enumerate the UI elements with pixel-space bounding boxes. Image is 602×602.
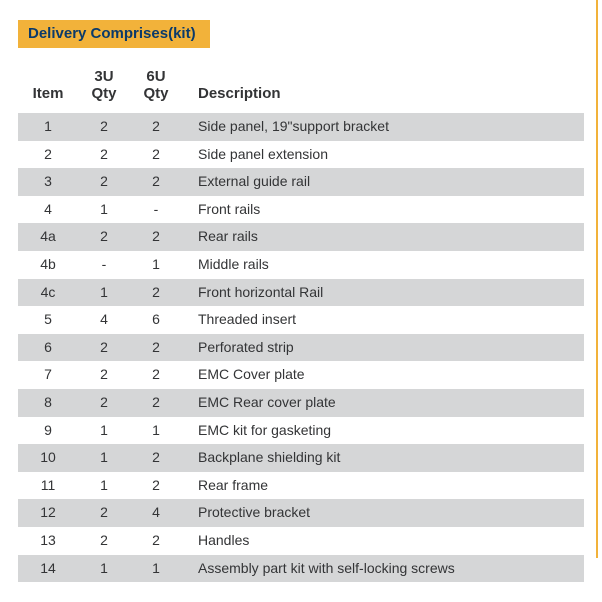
col-header-desc: Description xyxy=(182,62,584,111)
table-row: 1012Backplane shielding kit xyxy=(18,444,584,472)
cell-3u: 2 xyxy=(78,361,130,389)
col-header-item: Item xyxy=(18,62,78,111)
table-row: 622Perforated strip xyxy=(18,334,584,362)
cell-6u: 2 xyxy=(130,361,182,389)
delivery-table: Item 3UQty 6UQty Description 122Side pan… xyxy=(18,62,584,582)
cell-6u: 2 xyxy=(130,389,182,417)
cell-item: 12 xyxy=(18,499,78,527)
cell-3u: 2 xyxy=(78,168,130,196)
table-row: 4a22Rear rails xyxy=(18,223,584,251)
cell-3u: - xyxy=(78,251,130,279)
table-row: 122Side panel, 19"support bracket xyxy=(18,113,584,141)
cell-item: 4 xyxy=(18,196,78,224)
table-row: 911EMC kit for gasketing xyxy=(18,417,584,445)
section-title: Delivery Comprises(kit) xyxy=(28,25,196,42)
cell-item: 4b xyxy=(18,251,78,279)
cell-6u: 2 xyxy=(130,168,182,196)
table-row: 722EMC Cover plate xyxy=(18,361,584,389)
cell-desc: EMC Rear cover plate xyxy=(182,389,584,417)
cell-3u: 1 xyxy=(78,472,130,500)
table-row: 4c12Front horizontal Rail xyxy=(18,279,584,307)
cell-3u: 2 xyxy=(78,389,130,417)
cell-desc: Backplane shielding kit xyxy=(182,444,584,472)
cell-3u: 4 xyxy=(78,306,130,334)
cell-item: 1 xyxy=(18,113,78,141)
table-row: 822EMC Rear cover plate xyxy=(18,389,584,417)
cell-6u: - xyxy=(130,196,182,224)
table-row: 1322Handles xyxy=(18,527,584,555)
cell-item: 6 xyxy=(18,334,78,362)
table-row: 322External guide rail xyxy=(18,168,584,196)
cell-item: 9 xyxy=(18,417,78,445)
cell-item: 13 xyxy=(18,527,78,555)
cell-item: 8 xyxy=(18,389,78,417)
table-row: 1224Protective bracket xyxy=(18,499,584,527)
col-header-6u: 6UQty xyxy=(130,62,182,111)
table-row: 4b-1Middle rails xyxy=(18,251,584,279)
cell-6u: 2 xyxy=(130,444,182,472)
section-title-chip: Delivery Comprises(kit) xyxy=(18,20,210,48)
cell-6u: 2 xyxy=(130,223,182,251)
cell-6u: 1 xyxy=(130,417,182,445)
cell-3u: 2 xyxy=(78,499,130,527)
table-row: 222Side panel extension xyxy=(18,141,584,169)
cell-item: 11 xyxy=(18,472,78,500)
cell-desc: EMC kit for gasketing xyxy=(182,417,584,445)
table-row: 1112Rear frame xyxy=(18,472,584,500)
cell-3u: 1 xyxy=(78,417,130,445)
cell-desc: Middle rails xyxy=(182,251,584,279)
cell-desc: Side panel, 19"support bracket xyxy=(182,113,584,141)
cell-3u: 2 xyxy=(78,113,130,141)
cell-3u: 1 xyxy=(78,196,130,224)
cell-desc: Front horizontal Rail xyxy=(182,279,584,307)
col-header-3u: 3UQty xyxy=(78,62,130,111)
cell-3u: 2 xyxy=(78,527,130,555)
cell-3u: 1 xyxy=(78,279,130,307)
cell-desc: Threaded insert xyxy=(182,306,584,334)
cell-6u: 1 xyxy=(130,555,182,583)
cell-desc: Protective bracket xyxy=(182,499,584,527)
cell-6u: 2 xyxy=(130,527,182,555)
table-body: 122Side panel, 19"support bracket222Side… xyxy=(18,113,584,582)
cell-3u: 2 xyxy=(78,141,130,169)
cell-3u: 1 xyxy=(78,555,130,583)
cell-6u: 6 xyxy=(130,306,182,334)
cell-6u: 2 xyxy=(130,472,182,500)
cell-item: 4c xyxy=(18,279,78,307)
cell-desc: Front rails xyxy=(182,196,584,224)
cell-6u: 2 xyxy=(130,334,182,362)
table-row: 546Threaded insert xyxy=(18,306,584,334)
cell-item: 10 xyxy=(18,444,78,472)
cell-6u: 2 xyxy=(130,279,182,307)
cell-item: 3 xyxy=(18,168,78,196)
cell-3u: 2 xyxy=(78,223,130,251)
cell-6u: 2 xyxy=(130,113,182,141)
cell-3u: 2 xyxy=(78,334,130,362)
cell-6u: 1 xyxy=(130,251,182,279)
table-header: Item 3UQty 6UQty Description xyxy=(18,62,584,113)
cell-item: 5 xyxy=(18,306,78,334)
cell-desc: EMC Cover plate xyxy=(182,361,584,389)
table-row: 1411Assembly part kit with self-locking … xyxy=(18,555,584,583)
cell-6u: 4 xyxy=(130,499,182,527)
cell-item: 2 xyxy=(18,141,78,169)
cell-3u: 1 xyxy=(78,444,130,472)
cell-desc: External guide rail xyxy=(182,168,584,196)
cell-6u: 2 xyxy=(130,141,182,169)
cell-item: 7 xyxy=(18,361,78,389)
cell-desc: Side panel extension xyxy=(182,141,584,169)
cell-desc: Assembly part kit with self-locking scre… xyxy=(182,555,584,583)
cell-item: 14 xyxy=(18,555,78,583)
cell-desc: Rear rails xyxy=(182,223,584,251)
table-row: 41-Front rails xyxy=(18,196,584,224)
cell-item: 4a xyxy=(18,223,78,251)
decorative-right-rule xyxy=(596,0,598,558)
cell-desc: Rear frame xyxy=(182,472,584,500)
cell-desc: Perforated strip xyxy=(182,334,584,362)
cell-desc: Handles xyxy=(182,527,584,555)
